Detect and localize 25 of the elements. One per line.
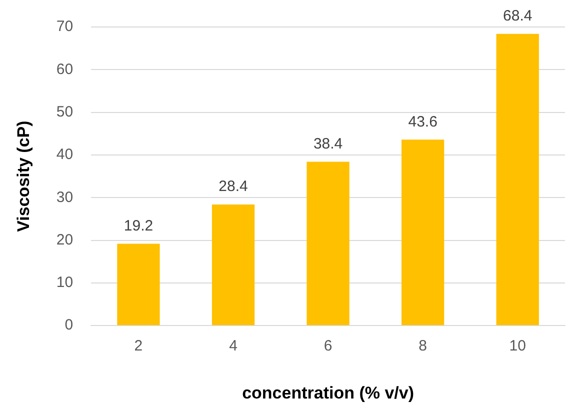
y-tick-label: 10 [56, 274, 74, 292]
x-tick-label: 2 [134, 338, 143, 355]
y-tick-label: 30 [56, 188, 74, 206]
x-tick-label: 4 [229, 338, 238, 355]
data-label: 28.4 [218, 178, 248, 196]
y-tick-label: 0 [64, 316, 74, 334]
data-label: 19.2 [124, 217, 154, 234]
bar [117, 244, 160, 326]
y-axis-title: Viscosity (cP) [14, 120, 33, 232]
y-tick-label: 60 [56, 60, 74, 78]
y-tick-label: 20 [56, 231, 74, 248]
data-label: 38.4 [313, 135, 343, 152]
data-label: 68.4 [503, 7, 532, 24]
x-tick-label: 8 [418, 338, 427, 355]
data-label: 43.6 [408, 113, 438, 130]
x-tick-label: 10 [509, 338, 526, 355]
bar [496, 34, 539, 326]
x-axis-title: concentration (% v/v) [242, 383, 414, 402]
bar [212, 204, 255, 326]
y-tick-label: 40 [56, 146, 74, 164]
y-tick-label: 70 [56, 18, 74, 36]
y-tick-label: 50 [56, 103, 74, 120]
bar [306, 162, 350, 326]
x-tick-label: 6 [324, 338, 332, 355]
bar [402, 140, 444, 326]
